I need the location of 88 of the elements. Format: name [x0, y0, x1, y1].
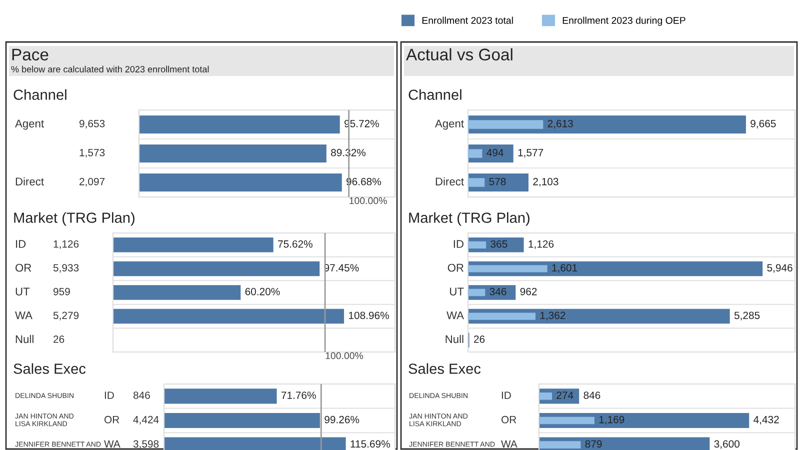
bar: [468, 120, 544, 129]
data-label: 96.68%: [346, 178, 381, 186]
y2-tick-label: 9,653: [79, 120, 105, 129]
y2-tick-label: 5,279: [53, 312, 79, 320]
data-label: 95.72%: [344, 120, 379, 128]
data-label: 26: [474, 336, 485, 343]
data-label: 578: [489, 178, 506, 186]
y2-tick-label: 1,573: [80, 148, 105, 158]
text: 3,598: [133, 440, 159, 449]
chart-title: Sales Exec: [408, 363, 481, 374]
y-tick-label: ID: [454, 240, 464, 248]
text: 4,424: [133, 416, 159, 425]
data-label: 5,285: [734, 312, 760, 320]
data-label: 1,126: [528, 240, 554, 249]
y-tick-label: UT: [16, 288, 30, 296]
data-label: 115.69%: [350, 440, 390, 448]
data-label: 879: [585, 440, 602, 448]
y-tick-label: ID: [16, 240, 26, 248]
y2-tick-label: WA: [104, 440, 120, 448]
data-label: 60.20%: [245, 288, 280, 296]
data-label: 71.76%: [281, 392, 316, 399]
bar: [539, 441, 581, 448]
y-tick-label: Agent: [15, 120, 44, 130]
bar: [468, 265, 548, 272]
data-label: 4,432: [754, 416, 779, 425]
chart-title: Market (TRG Plan): [409, 212, 530, 226]
y2-tick-label: 5,933: [53, 264, 79, 273]
y2-tick-label: 1,126: [54, 240, 79, 249]
data-label: 75.62%: [278, 240, 312, 248]
data-label: 1,601: [552, 264, 578, 273]
y-tick-label: OR: [16, 264, 32, 272]
chart-title: Market (TRG Plan): [14, 212, 134, 226]
bar: [113, 285, 241, 300]
data-label: 962: [520, 288, 537, 296]
ref-line-label: 100.00%: [326, 352, 364, 360]
y-tick-label: Null: [16, 334, 34, 344]
chart-title: Channel: [408, 89, 462, 100]
data-label: 5,946: [767, 264, 792, 273]
legend-label: Enrollment 2023 total: [422, 16, 513, 24]
bar: [113, 308, 344, 324]
y-tick-label: WA: [446, 312, 464, 320]
y2-tick-label: ID: [502, 392, 511, 399]
bar: [468, 178, 485, 187]
legend-label: Enrollment 2023 during OEP: [562, 16, 686, 26]
y2-tick-label: WA: [501, 440, 518, 448]
text: Pace: [12, 48, 48, 60]
data-label: 108.96%: [348, 312, 389, 320]
data-label: 2,613: [548, 120, 573, 129]
y-tick-label: Agent: [434, 120, 464, 130]
data-label: 274: [556, 392, 574, 399]
y2-tick-label: 2,097: [80, 178, 105, 187]
y2-tick-label: OR: [501, 416, 516, 424]
data-label: 3,600: [714, 440, 740, 449]
y-tick-label: Direct: [16, 177, 44, 186]
data-label: 846: [584, 392, 600, 399]
bar: [468, 241, 486, 248]
chart-title: Channel: [14, 89, 66, 100]
y2-tick-label: 959: [53, 288, 70, 296]
y-tick-label: UT: [450, 288, 464, 296]
text: % below are calculated with 2023 enrollment total: [11, 66, 209, 72]
text: Actual vs Goal: [406, 48, 512, 60]
data-label: 365: [490, 240, 508, 248]
y2-tick-label: ID: [104, 392, 114, 399]
y-tick-label: Null: [446, 334, 464, 344]
data-label: 99.26%: [324, 416, 360, 424]
y-tick-label: Direct: [436, 177, 464, 186]
text: 846: [133, 392, 150, 399]
data-label: 2,103: [533, 178, 558, 187]
bar: [113, 261, 320, 276]
bar: [468, 312, 536, 320]
bar: [468, 149, 482, 158]
data-label: 9,665: [750, 120, 776, 129]
y2-tick-label: OR: [104, 416, 120, 424]
data-label: 346: [490, 288, 506, 296]
data-label: 1,169: [599, 416, 624, 425]
y-tick-label: WA: [15, 312, 32, 320]
chart-title: Sales Exec: [14, 363, 86, 374]
data-label: 97.45%: [324, 264, 359, 272]
data-label: 1,362: [540, 312, 566, 320]
y-tick-label: OR: [448, 264, 464, 272]
y2-tick-label: 26: [54, 336, 64, 343]
data-label: 494: [486, 148, 504, 156]
bar: [539, 392, 552, 400]
bar: [113, 238, 274, 252]
bar: [539, 416, 594, 424]
bar: [468, 288, 486, 296]
data-label: 1,577: [518, 149, 544, 158]
ref-line-label: 100.00%: [350, 197, 387, 204]
